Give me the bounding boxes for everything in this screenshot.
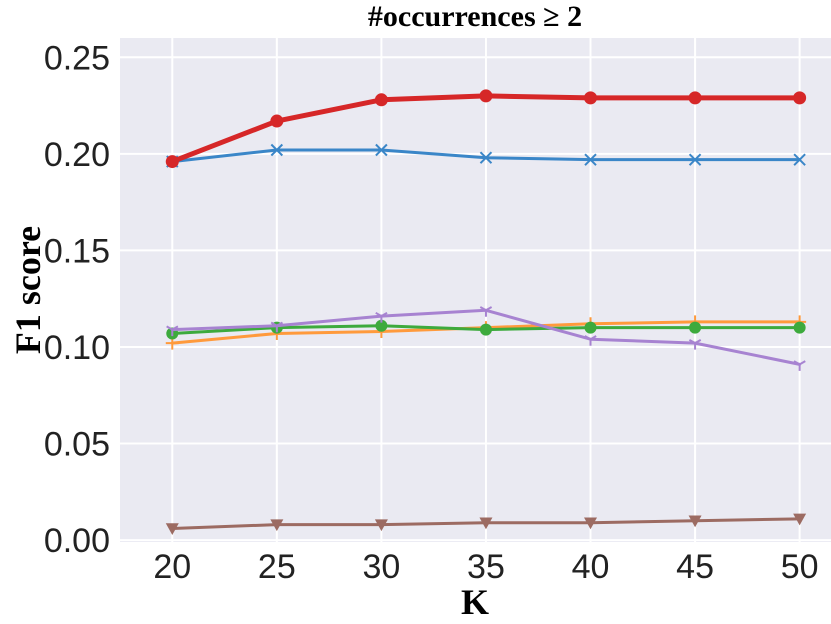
data-point [584, 321, 597, 334]
y-axis-label: F1 score [8, 226, 48, 354]
data-point [793, 360, 806, 371]
x-axis-label: K [461, 582, 489, 622]
data-point [584, 91, 598, 105]
x-tick-label: 25 [258, 548, 296, 586]
data-point [688, 91, 702, 105]
data-point [688, 515, 702, 528]
data-point [165, 155, 179, 169]
data-point [270, 321, 283, 333]
series-1 [166, 143, 806, 168]
data-point [793, 513, 807, 526]
data-point [479, 89, 493, 103]
chart-title: #occurrences ≥ 2 [368, 0, 582, 33]
data-point [689, 321, 702, 334]
series-6 [165, 513, 807, 535]
data-point [270, 143, 284, 157]
x-tick-label: 50 [781, 548, 819, 586]
x-tick-labels: 20 25 30 35 40 45 50 [153, 548, 818, 586]
x-tick-label: 45 [676, 548, 714, 586]
data-point [479, 151, 493, 164]
data-point [793, 321, 806, 334]
data-point [479, 517, 493, 530]
x-tick-label: 30 [362, 548, 400, 586]
series-5 [166, 306, 806, 371]
data-point [270, 519, 284, 532]
series-4 [165, 89, 807, 169]
data-point [374, 519, 388, 532]
data-point [375, 143, 388, 157]
y-tick-label: 0.10 [44, 329, 110, 367]
data-point [793, 153, 806, 166]
data-point [584, 335, 597, 346]
data-point [584, 153, 597, 166]
data-point [688, 153, 702, 166]
y-tick-label: 0.15 [44, 232, 110, 270]
y-tick-label: 0.25 [44, 39, 110, 77]
x-tick-label: 40 [572, 548, 610, 586]
data-point [479, 323, 492, 336]
data-point [375, 311, 388, 323]
data-point [688, 338, 702, 350]
series-group [165, 89, 807, 535]
plot-background [120, 38, 831, 542]
data-point [375, 319, 388, 332]
data-point [374, 93, 388, 107]
data-point [793, 91, 807, 105]
y-tick-label: 0.20 [44, 136, 110, 174]
x-tick-label: 20 [153, 548, 191, 586]
data-point [270, 114, 284, 128]
data-point [165, 523, 179, 535]
y-tick-label: 0.00 [44, 522, 110, 560]
y-tick-label: 0.05 [44, 426, 110, 464]
grid [120, 38, 831, 542]
data-point [166, 325, 179, 337]
data-point [479, 306, 493, 317]
data-point [584, 517, 598, 530]
y-tick-labels: 0.00 0.05 0.10 0.15 0.20 0.25 [44, 39, 110, 560]
x-tick-label: 35 [467, 548, 505, 586]
